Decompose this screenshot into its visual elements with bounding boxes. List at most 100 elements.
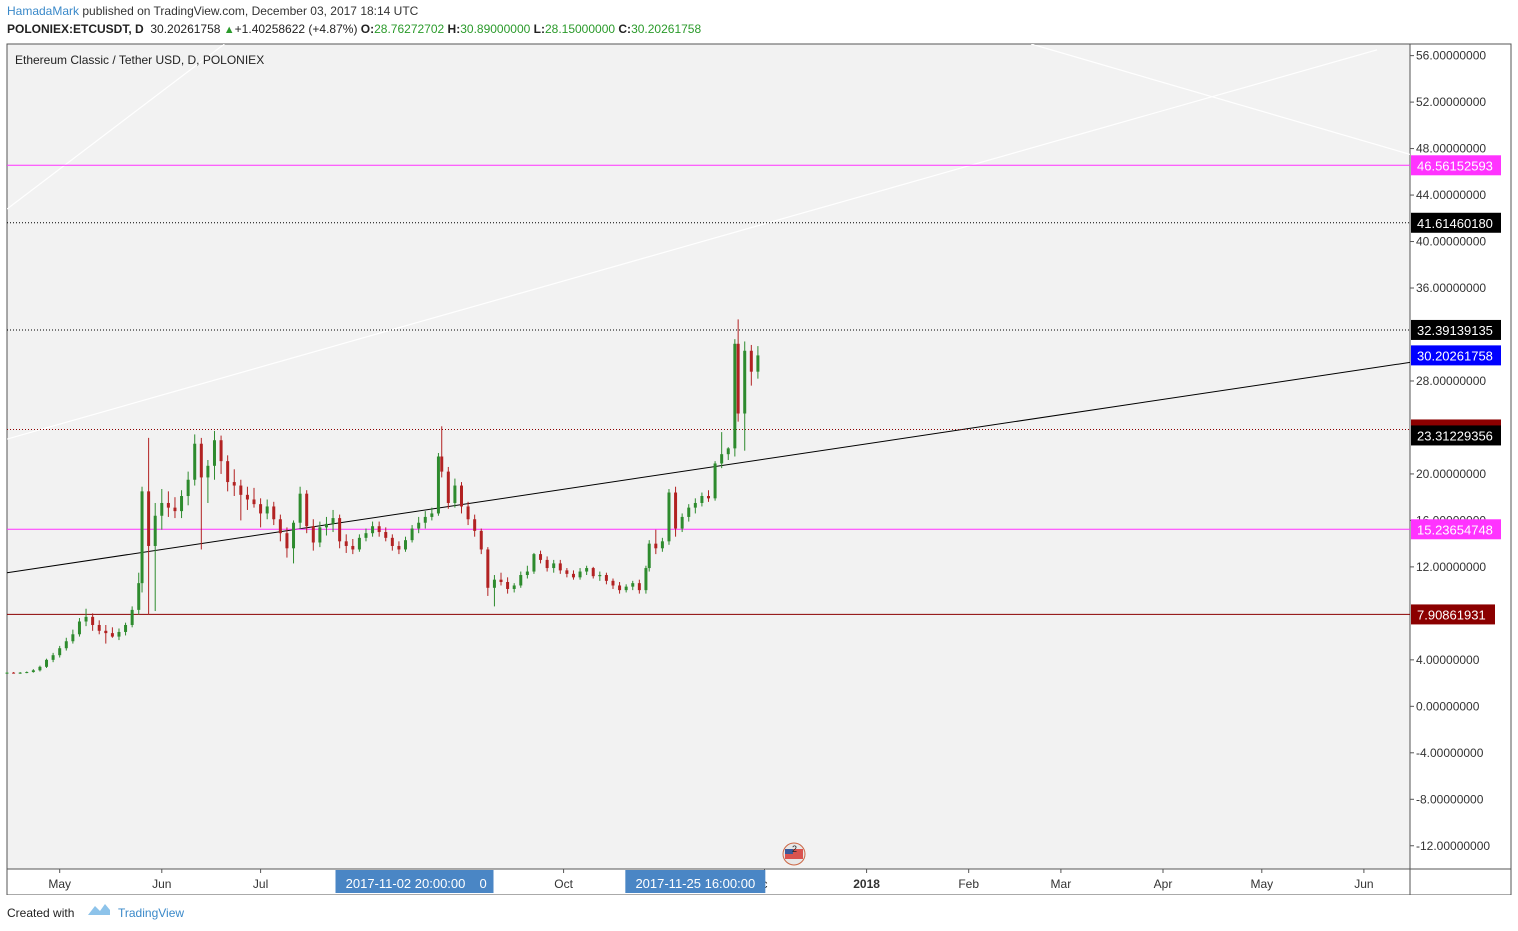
author-link[interactable]: HamadaMark [7,4,80,18]
candle-body[interactable] [311,526,315,543]
candle-body[interactable] [565,570,569,574]
candle-body[interactable] [756,355,760,372]
candle-body[interactable] [700,496,704,503]
candle-body[interactable] [539,554,543,560]
plot-area[interactable] [6,43,1411,870]
candle-body[interactable] [278,519,282,534]
candle-body[interactable] [117,631,121,637]
candle-body[interactable] [166,502,170,508]
candle-body[interactable] [160,502,164,516]
candle-body[interactable] [91,616,95,625]
candle-body[interactable] [371,526,375,534]
candle-body[interactable] [552,563,556,569]
candle-body[interactable] [492,579,496,588]
candle-body[interactable] [5,672,9,674]
candle-body[interactable] [110,633,114,637]
tradingview-link[interactable]: TradingView [118,906,185,920]
candle-body[interactable] [585,568,589,572]
candle-body[interactable] [331,518,335,524]
candle-body[interactable] [272,506,276,520]
candle-body[interactable] [578,571,582,578]
candle-body[interactable] [212,440,216,466]
candle-body[interactable] [153,515,157,546]
candle-body[interactable] [324,523,328,528]
candle-body[interactable] [571,573,575,578]
candle-body[interactable] [660,541,664,549]
candle-body[interactable] [512,585,516,589]
candle-body[interactable] [674,492,678,529]
flag-events-icon[interactable]: 2 [782,842,806,866]
candle-body[interactable] [338,518,342,542]
candle-body[interactable] [647,543,651,569]
candle-body[interactable] [687,507,691,517]
candle-body[interactable] [318,527,322,543]
candle-body[interactable] [667,492,671,542]
candle-body[interactable] [25,672,29,674]
candle-body[interactable] [180,496,184,512]
candle-body[interactable] [285,533,289,549]
price-chart[interactable]: 56.00000000 52.00000000 48.00000000 44.0000… [0,0,1518,895]
candle-body[interactable] [644,568,648,591]
candle-body[interactable] [305,493,309,527]
candle-body[interactable] [486,549,490,588]
candle-body[interactable] [519,575,523,586]
candle-body[interactable] [707,496,710,499]
candle-body[interactable] [173,507,177,512]
candle-body[interactable] [654,543,658,549]
candle-body[interactable] [206,465,210,478]
candle-body[interactable] [749,350,753,372]
candle-body[interactable] [259,504,263,514]
candle-body[interactable] [384,532,388,538]
candle-body[interactable] [545,559,549,569]
candle-body[interactable] [77,621,81,635]
candle-body[interactable] [423,516,427,523]
candle-body[interactable] [598,575,602,577]
candle-body[interactable] [186,479,190,497]
candle-body[interactable] [558,563,562,571]
candle-body[interactable] [736,343,740,414]
candle-body[interactable] [417,522,421,529]
candle-body[interactable] [618,585,622,591]
candle-body[interactable] [397,545,401,550]
candle-body[interactable] [252,499,256,505]
symbol-label[interactable]: POLONIEX:ETCUSDT, D [7,22,144,36]
candle-body[interactable] [147,491,151,546]
candle-body[interactable] [265,506,269,514]
candle-body[interactable] [473,519,477,531]
candle-body[interactable] [624,586,628,591]
candle-body[interactable] [436,456,440,514]
candle-body[interactable] [604,575,608,581]
candle-body[interactable] [71,634,75,642]
candle-body[interactable] [58,648,62,656]
candle-body[interactable] [525,571,529,576]
candle-body[interactable] [479,530,483,550]
candle-body[interactable] [720,454,724,464]
candle-body[interactable] [219,440,223,462]
candle-body[interactable] [344,541,348,546]
candle-body[interactable] [743,350,747,414]
candle-body[interactable] [31,670,35,673]
trend-line[interactable] [1031,44,1410,155]
candle-body[interactable] [733,343,737,449]
candle-body[interactable] [446,471,450,503]
trend-line[interactable] [7,361,1410,574]
candle-body[interactable] [351,545,355,550]
candle-body[interactable] [199,443,203,478]
candle-body[interactable] [38,666,42,671]
candle-body[interactable] [140,491,144,584]
candle-body[interactable] [64,641,68,649]
candle-body[interactable] [104,630,108,634]
candle-body[interactable] [298,493,302,523]
candle-body[interactable] [45,659,49,667]
candle-body[interactable] [611,580,615,586]
candle-body[interactable] [357,537,361,550]
candle-body[interactable] [532,554,536,572]
candle-body[interactable] [637,583,641,591]
candle-body[interactable] [459,485,463,507]
tradingview-logo-icon[interactable] [87,901,111,917]
candle-body[interactable] [377,526,381,533]
candle-body[interactable] [693,502,697,508]
candle-body[interactable] [680,516,684,529]
candle-body[interactable] [51,655,55,660]
candle-body[interactable] [410,528,414,541]
